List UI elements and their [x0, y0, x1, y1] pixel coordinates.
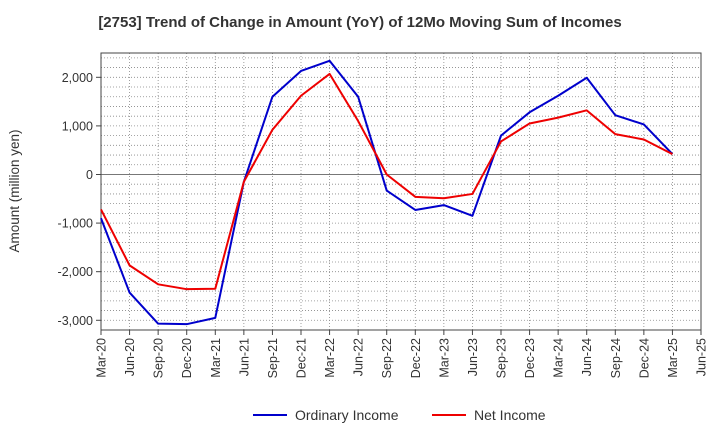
x-tick-label: Sep-24	[609, 338, 623, 378]
tick-labels: -3,000 -2,000 -1,000 0 1,000 2,000 Mar-20 Jun-2…	[58, 71, 709, 379]
legend: Ordinary Income Net Income	[253, 407, 546, 423]
y-tick-label: -2,000	[58, 265, 93, 279]
x-tick-label: Dec-22	[409, 338, 423, 378]
x-tick-label: Mar-23	[437, 338, 451, 378]
legend-label: Ordinary Income	[295, 407, 399, 423]
y-tick-label: -1,000	[58, 217, 93, 231]
x-tick-label: Mar-24	[552, 338, 566, 378]
x-tick-label: Sep-20	[152, 338, 166, 378]
x-tick-label: Dec-24	[637, 338, 651, 378]
x-tick-label: Jun-20	[123, 338, 137, 376]
series-line-ordinary-income	[100, 59, 674, 326]
y-tick-label: 1,000	[62, 119, 93, 133]
x-tick-label: Jun-22	[352, 338, 366, 376]
x-tick-label: Dec-23	[523, 338, 537, 378]
chart-title: [2753] Trend of Change in Amount (YoY) o…	[98, 14, 622, 31]
legend-label: Net Income	[474, 407, 546, 423]
y-tick-label: 0	[86, 168, 93, 182]
x-tick-label: Mar-21	[209, 338, 223, 378]
x-tick-label: Dec-20	[180, 338, 194, 378]
x-tick-label: Sep-22	[380, 338, 394, 378]
plot-frame	[100, 52, 702, 331]
x-tick-label: Sep-21	[266, 338, 280, 378]
y-tick-label: 2,000	[62, 71, 93, 85]
x-tick-label: Jun-24	[580, 338, 594, 376]
y-axis-title: Amount (million yen)	[7, 129, 22, 252]
x-tick-label: Mar-20	[95, 338, 109, 378]
x-tick-label: Jun-21	[237, 338, 251, 376]
x-tick-label: Jun-25	[695, 338, 709, 376]
x-tick-label: Sep-23	[495, 338, 509, 378]
x-tick-label: Dec-21	[295, 338, 309, 378]
series-lines	[100, 59, 674, 326]
y-tick-label: -3,000	[58, 314, 93, 328]
x-tick-label: Mar-25	[666, 338, 680, 378]
x-tick-label: Jun-23	[466, 338, 480, 376]
series-line-net-income	[100, 72, 673, 291]
plot-area	[101, 53, 701, 330]
x-tick-label: Mar-22	[323, 338, 337, 378]
axes	[96, 52, 702, 335]
